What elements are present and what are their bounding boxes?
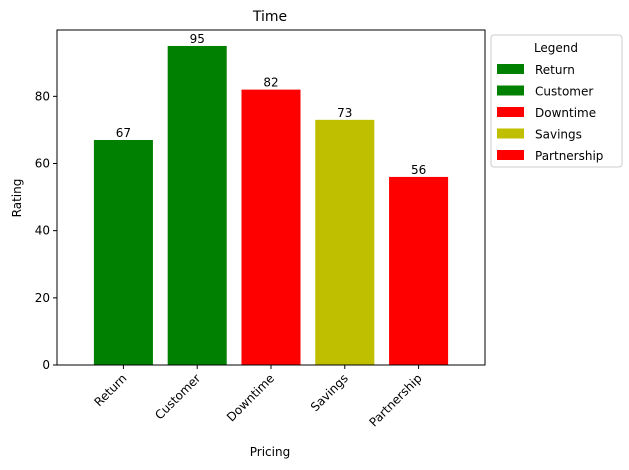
y-axis: 0 20 40 60 80 bbox=[35, 89, 57, 372]
y-axis-label: Rating bbox=[10, 179, 24, 218]
bar-downtime bbox=[241, 89, 301, 366]
legend-label-downtime: Downtime bbox=[535, 106, 596, 120]
legend-swatch-downtime bbox=[497, 107, 524, 117]
y-tick-label: 80 bbox=[35, 89, 50, 103]
legend-entries: Return Customer Downtime Savings Partnership bbox=[497, 63, 603, 163]
legend: Legend Return Customer Downtime Savings Part… bbox=[490, 34, 623, 168]
value-label-return: 67 bbox=[116, 126, 131, 140]
x-axis-label: Pricing bbox=[250, 445, 290, 459]
value-label-customer: 95 bbox=[190, 32, 205, 46]
bar-return bbox=[93, 139, 153, 365]
bar-savings bbox=[315, 119, 375, 365]
legend-swatch-partnership bbox=[497, 150, 524, 160]
legend-swatch-savings bbox=[497, 128, 524, 139]
legend-label-customer: Customer bbox=[535, 85, 593, 99]
legend-label-savings: Savings bbox=[535, 128, 582, 142]
value-labels-layer: 67 95 82 73 56 bbox=[116, 32, 426, 177]
legend-swatch-return bbox=[497, 64, 524, 74]
legend-swatch-customer bbox=[497, 85, 524, 96]
value-label-partnership: 56 bbox=[411, 163, 426, 177]
value-label-downtime: 82 bbox=[263, 76, 278, 90]
y-tick-label: 0 bbox=[42, 358, 50, 372]
bar-partnership bbox=[389, 176, 449, 365]
chart-title: Time bbox=[252, 9, 287, 25]
legend-label-return: Return bbox=[535, 63, 575, 77]
bar-customer bbox=[167, 45, 227, 365]
y-tick-label: 60 bbox=[35, 156, 50, 170]
legend-title: Legend bbox=[534, 41, 578, 55]
value-label-savings: 73 bbox=[337, 106, 352, 120]
y-tick-label: 40 bbox=[35, 224, 50, 238]
bars-layer bbox=[93, 45, 449, 366]
y-tick-label: 20 bbox=[35, 291, 50, 305]
legend-label-partnership: Partnership bbox=[535, 149, 603, 163]
